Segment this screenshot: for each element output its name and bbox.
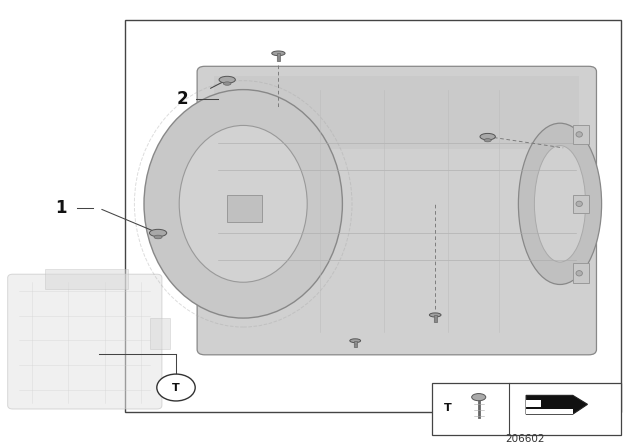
Ellipse shape xyxy=(472,393,486,401)
Ellipse shape xyxy=(534,146,586,262)
Bar xyxy=(573,195,589,213)
Ellipse shape xyxy=(576,271,582,276)
Ellipse shape xyxy=(272,51,285,56)
Bar xyxy=(354,340,356,347)
Bar xyxy=(432,383,621,435)
FancyBboxPatch shape xyxy=(197,66,596,355)
Polygon shape xyxy=(526,400,541,407)
Text: 1: 1 xyxy=(55,199,67,217)
Polygon shape xyxy=(526,409,573,414)
Polygon shape xyxy=(214,76,579,150)
Circle shape xyxy=(157,374,195,401)
Ellipse shape xyxy=(219,76,236,83)
Bar xyxy=(433,315,437,322)
Ellipse shape xyxy=(429,313,441,317)
Ellipse shape xyxy=(480,134,495,140)
FancyBboxPatch shape xyxy=(8,274,162,409)
Ellipse shape xyxy=(484,138,492,142)
Ellipse shape xyxy=(576,132,582,137)
Bar xyxy=(125,20,621,412)
Text: 206602: 206602 xyxy=(505,434,545,444)
Ellipse shape xyxy=(150,229,166,237)
Text: T: T xyxy=(444,403,452,413)
Bar xyxy=(573,263,589,283)
Ellipse shape xyxy=(518,123,602,284)
Ellipse shape xyxy=(350,339,360,343)
Ellipse shape xyxy=(154,235,162,239)
Text: 2: 2 xyxy=(177,90,188,108)
Bar xyxy=(573,125,589,144)
Bar xyxy=(150,318,170,349)
Bar xyxy=(227,195,262,222)
Bar xyxy=(45,269,128,289)
Ellipse shape xyxy=(144,90,342,318)
Polygon shape xyxy=(526,396,588,414)
Ellipse shape xyxy=(576,201,582,207)
Ellipse shape xyxy=(223,82,231,85)
Ellipse shape xyxy=(179,125,307,282)
Bar xyxy=(276,53,280,61)
Text: T: T xyxy=(172,383,180,392)
